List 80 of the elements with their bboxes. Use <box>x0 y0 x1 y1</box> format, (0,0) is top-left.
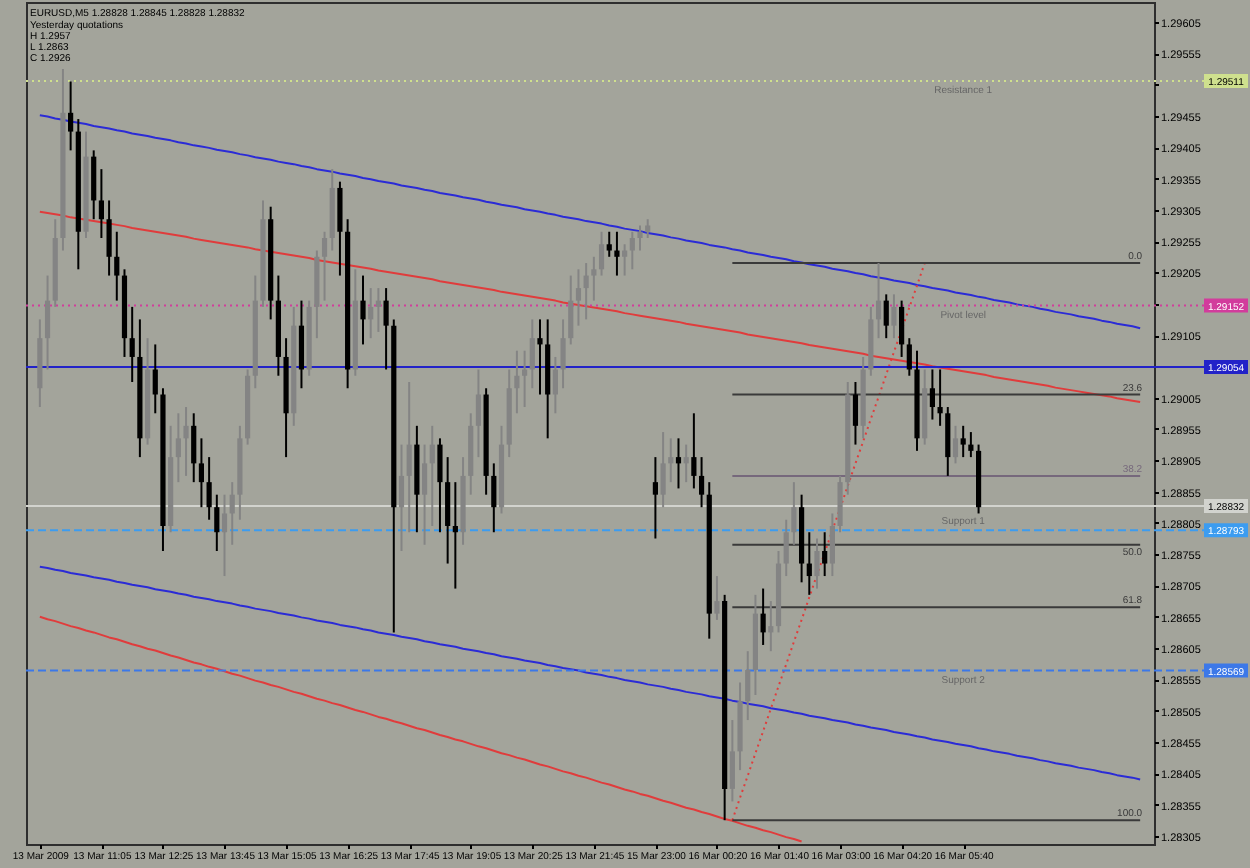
candlestick <box>829 512 835 578</box>
candlestick <box>529 318 535 390</box>
candlestick <box>645 218 651 240</box>
candlestick <box>960 424 966 459</box>
candlestick <box>491 462 497 534</box>
candlestick <box>852 381 859 446</box>
candlestick <box>691 412 697 490</box>
candlestick <box>406 381 412 534</box>
candlestick <box>368 287 374 340</box>
candlestick <box>375 287 381 333</box>
candlestick <box>768 600 774 653</box>
candlestick <box>929 368 935 421</box>
candlestick <box>883 293 889 340</box>
candlestick <box>475 368 482 459</box>
candlestick <box>822 531 828 578</box>
candlestick <box>906 337 912 377</box>
candlestick <box>321 230 328 302</box>
candlestick <box>675 437 682 490</box>
candlestick <box>952 424 959 465</box>
candlestick <box>214 493 220 553</box>
candlestick <box>622 243 628 277</box>
line-series <box>38 565 1142 781</box>
candlestick <box>421 443 428 546</box>
candlestick <box>106 199 112 277</box>
candlestick <box>129 305 135 383</box>
candlestick <box>206 456 212 521</box>
candlestick <box>937 368 943 427</box>
candlestick <box>183 406 189 477</box>
candlestick <box>229 481 235 546</box>
candlestick <box>337 180 343 277</box>
candlestick <box>445 456 451 565</box>
candlestick <box>614 230 620 277</box>
candlestick <box>760 587 766 646</box>
candlestick <box>698 456 705 509</box>
candlestick <box>398 443 405 553</box>
candlestick <box>537 318 543 396</box>
candlestick <box>552 355 558 415</box>
candlestick <box>91 149 97 221</box>
line-series <box>38 615 803 843</box>
candlestick <box>198 437 205 509</box>
candlestick <box>837 474 843 534</box>
candlestick <box>783 518 789 578</box>
candlestick <box>668 437 674 484</box>
candlestick <box>44 274 51 371</box>
candlestick <box>152 343 158 415</box>
candlestick <box>360 274 366 346</box>
candlestick <box>629 230 635 271</box>
candlestick <box>452 481 458 590</box>
candlestick <box>791 481 797 546</box>
candlestick <box>637 224 643 252</box>
candlestick <box>652 456 658 540</box>
candlestick <box>298 299 305 390</box>
candlestick <box>714 575 720 621</box>
candlestick <box>683 443 689 484</box>
candlestick <box>598 230 605 277</box>
candlestick <box>437 437 443 534</box>
candlestick <box>814 537 820 590</box>
candlestick <box>660 431 666 509</box>
candlestick <box>899 299 905 358</box>
line-series <box>38 114 1142 330</box>
candlestick <box>522 349 528 409</box>
candlestick <box>606 230 612 258</box>
candlestick <box>745 650 751 722</box>
candlestick <box>560 318 566 390</box>
candlestick <box>68 80 74 152</box>
candlestick <box>175 412 181 484</box>
candlestick <box>221 493 228 578</box>
candlestick <box>968 431 974 459</box>
candlestick <box>191 412 197 484</box>
candlestick <box>114 230 120 302</box>
candlestick <box>591 255 597 302</box>
candlestick <box>891 293 897 340</box>
candlestick <box>806 531 812 596</box>
candlestick <box>429 424 435 527</box>
candlestick <box>98 168 104 240</box>
candlestick <box>875 262 882 340</box>
candlestick <box>383 287 389 371</box>
candlestick <box>945 406 951 477</box>
candlestick <box>568 274 574 346</box>
candlestick <box>729 719 735 803</box>
